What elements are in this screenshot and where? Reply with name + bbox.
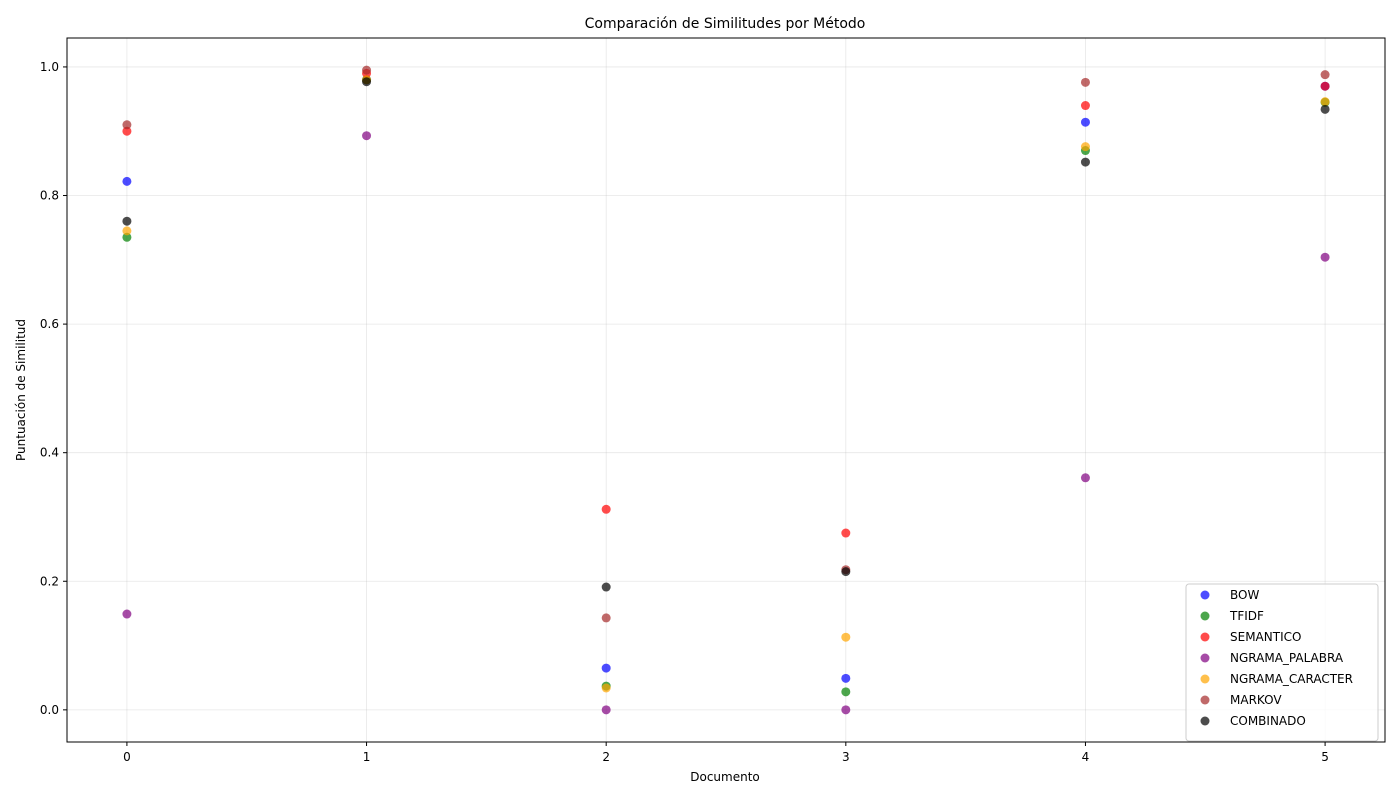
- legend-marker: [1200, 632, 1210, 642]
- data-point-bow: [601, 663, 611, 673]
- data-point-semantico: [1320, 81, 1330, 91]
- data-point-combinado: [1080, 157, 1090, 167]
- x-tick-label: 2: [602, 750, 610, 764]
- legend-entry-label: BOW: [1230, 588, 1259, 602]
- legend-entry-label: NGRAMA_PALABRA: [1230, 651, 1344, 665]
- legend-box: [1185, 583, 1379, 742]
- legend-marker: [1200, 611, 1210, 621]
- x-axis-label: Documento: [690, 770, 760, 784]
- grid-lines: [67, 38, 1385, 742]
- y-axis: 0.0 0.2 0.4 0.6 0.8 1.0: [40, 60, 67, 717]
- x-tick-label: 3: [842, 750, 850, 764]
- data-point-ngrama-palabra: [122, 609, 132, 619]
- data-point-markov: [1320, 70, 1330, 80]
- data-point-ngrama-caracter: [1320, 97, 1330, 107]
- legend-marker: [1200, 674, 1210, 684]
- x-tick-label: 1: [363, 750, 371, 764]
- data-points: [122, 65, 1330, 715]
- data-point-semantico: [841, 528, 851, 538]
- data-point-combinado: [601, 582, 611, 592]
- x-tick-label: 0: [123, 750, 131, 764]
- legend-entry-label: MARKOV: [1230, 693, 1282, 707]
- data-point-tfidf: [122, 232, 132, 242]
- y-tick-label: 0.6: [40, 317, 59, 331]
- data-point-ngrama-caracter: [1080, 142, 1090, 152]
- data-point-bow: [841, 673, 851, 683]
- legend-marker: [1200, 653, 1210, 663]
- y-tick-label: 0.0: [40, 703, 59, 717]
- data-point-ngrama-palabra: [841, 705, 851, 715]
- data-point-semantico: [122, 126, 132, 136]
- data-point-tfidf: [841, 687, 851, 697]
- data-point-ngrama-palabra: [601, 705, 611, 715]
- legend-marker: [1200, 590, 1210, 600]
- legend-entry-label: NGRAMA_CARACTER: [1230, 672, 1353, 686]
- plot-area-frame: [66, 37, 1386, 743]
- data-point-semantico: [1080, 101, 1090, 111]
- data-point-combinado: [122, 216, 132, 226]
- chart-title: Comparación de Similitudes por Método: [585, 16, 866, 32]
- data-point-markov: [601, 613, 611, 623]
- data-point-markov: [122, 120, 132, 130]
- y-axis-label: Puntuación de Similitud: [14, 319, 28, 461]
- data-point-combinado: [841, 567, 851, 577]
- legend-entry-label: COMBINADO: [1230, 714, 1306, 728]
- y-tick-label: 1.0: [40, 60, 59, 74]
- legend: BOW TFIDF SEMANTICO NGRAMA_PALABRA NGRAMA_CA…: [1185, 583, 1379, 742]
- data-point-ngrama-palabra: [1320, 252, 1330, 262]
- data-point-semantico: [601, 504, 611, 514]
- data-point-combinado: [1320, 104, 1330, 114]
- legend-marker: [1200, 716, 1210, 726]
- y-tick-label: 0.8: [40, 189, 59, 203]
- data-point-ngrama-caracter: [841, 632, 851, 642]
- data-point-bow: [1080, 117, 1090, 127]
- data-point-markov: [362, 65, 372, 75]
- data-point-ngrama-caracter: [601, 683, 611, 693]
- data-point-combinado: [362, 77, 372, 87]
- data-point-ngrama-caracter: [122, 226, 132, 236]
- legend-marker: [1200, 695, 1210, 705]
- data-point-ngrama-palabra: [362, 131, 372, 141]
- x-axis: 0 1 2 3 4 5: [123, 742, 1329, 764]
- y-tick-label: 0.2: [40, 574, 59, 588]
- data-point-markov: [1080, 77, 1090, 87]
- data-point-ngrama-palabra: [1080, 473, 1090, 483]
- legend-entry-label: TFIDF: [1229, 609, 1264, 623]
- data-point-bow: [122, 176, 132, 186]
- x-tick-label: 5: [1321, 750, 1329, 764]
- legend-entry-label: SEMANTICO: [1230, 630, 1301, 644]
- y-tick-label: 0.4: [40, 446, 59, 460]
- x-tick-label: 4: [1082, 750, 1090, 764]
